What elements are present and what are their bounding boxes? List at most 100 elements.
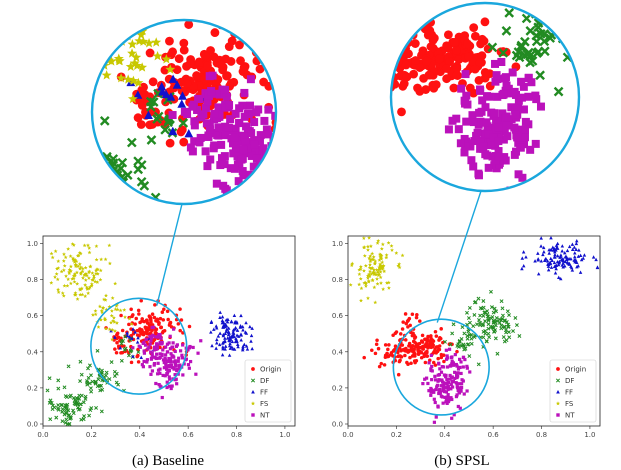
zoom-point-df [504,8,515,18]
point-nt [433,400,437,405]
point-fs [386,280,391,285]
zoom-point-origin [145,48,155,58]
point-ff [230,345,234,349]
point-fs [73,292,78,297]
point-df [499,326,504,331]
point-fs [376,270,381,274]
zoom-point-nt [519,105,528,114]
point-df [56,378,61,383]
zoom-point-nt [221,85,230,94]
point-nt [436,379,440,383]
point-nt [455,393,459,397]
point-df [462,347,467,352]
point-df [89,373,93,378]
zoom-point-nt [245,101,254,110]
zoom-point-origin [148,77,158,87]
point-ff [557,259,562,264]
zoom-point-nt [250,118,259,127]
point-origin [393,344,398,348]
point-ff [238,324,243,328]
point-nt [459,360,463,364]
zoom-point-df [126,137,137,148]
point-ff [558,255,562,259]
point-ff [576,264,580,268]
point-nt [153,355,157,359]
point-origin [135,333,140,337]
zoom-point-origin [415,63,425,72]
zoom-point-df [511,50,522,61]
point-ff [221,340,225,344]
point-df [481,299,486,303]
point-df [95,348,100,353]
point-fs [86,291,91,295]
point-nt [131,346,135,350]
point-fs [93,279,98,284]
point-nt [158,371,162,375]
point-df [467,332,472,337]
point-origin [423,337,428,342]
point-fs [93,308,98,313]
zoom-point-nt [235,119,244,128]
zoom-point-df [122,170,133,180]
point-nt [459,389,463,393]
point-nt [433,374,437,378]
point-fs [384,252,389,257]
point-ff [555,246,560,250]
point-nt [188,344,192,349]
zoom-point-df [501,25,512,36]
point-fs [109,313,114,318]
point-fs [70,242,75,246]
point-ff [565,248,570,253]
zoom-point-ff [168,74,178,83]
zoom-point-origin [192,71,201,80]
point-origin [421,347,426,351]
point-origin [420,333,425,338]
point-df [119,358,124,363]
point-df [500,313,505,318]
zoom-point-nt [168,111,177,120]
point-origin [413,340,417,344]
zoom-point-nt [201,147,210,156]
point-fs [73,264,78,268]
zoom-point-nt [271,111,276,120]
point-origin [141,330,146,335]
point-fs [85,287,90,291]
point-fs [378,252,383,257]
point-ff [241,328,245,332]
zoom-point-df [99,116,110,126]
point-origin [436,356,440,361]
point-nt [153,347,158,351]
point-ff [232,313,237,318]
point-origin [411,331,415,336]
zoom-point-nt [222,186,231,195]
point-ff [569,257,573,261]
point-nt [170,345,175,349]
point-fs [61,258,66,263]
point-ff [558,276,563,281]
point-fs [367,256,372,260]
point-df [56,386,61,391]
zoom-point-origin [443,30,453,40]
point-df [499,299,504,304]
point-fs [357,282,362,287]
y-tick-label: 0.6 [332,312,344,320]
point-ff [133,330,137,334]
point-fs [378,262,383,266]
point-nt [446,384,450,389]
zoom-point-nt [252,154,261,163]
point-ff [572,254,577,259]
point-df [504,330,508,335]
point-nt [180,353,184,357]
panel-spsl: 0.0 0.2 0.4 0.6 0.8 1.0 0.0 0.2 0.4 0.6 0.8 1.0 Orig… [332,1,601,469]
point-fs [56,290,61,294]
zoom-point-nt [196,133,205,142]
panel-baseline: 0.0 0.2 0.4 0.6 0.8 1.0 0.0 0.2 0.4 0.6 0.8 1.0 Orig… [27,18,296,469]
point-ff [543,257,548,261]
point-fs [379,264,384,268]
zoom-point-nt [460,134,469,143]
point-fs [370,278,375,283]
point-df [97,383,102,388]
point-df [64,411,69,416]
point-nt [444,386,448,390]
point-nt [181,373,185,377]
